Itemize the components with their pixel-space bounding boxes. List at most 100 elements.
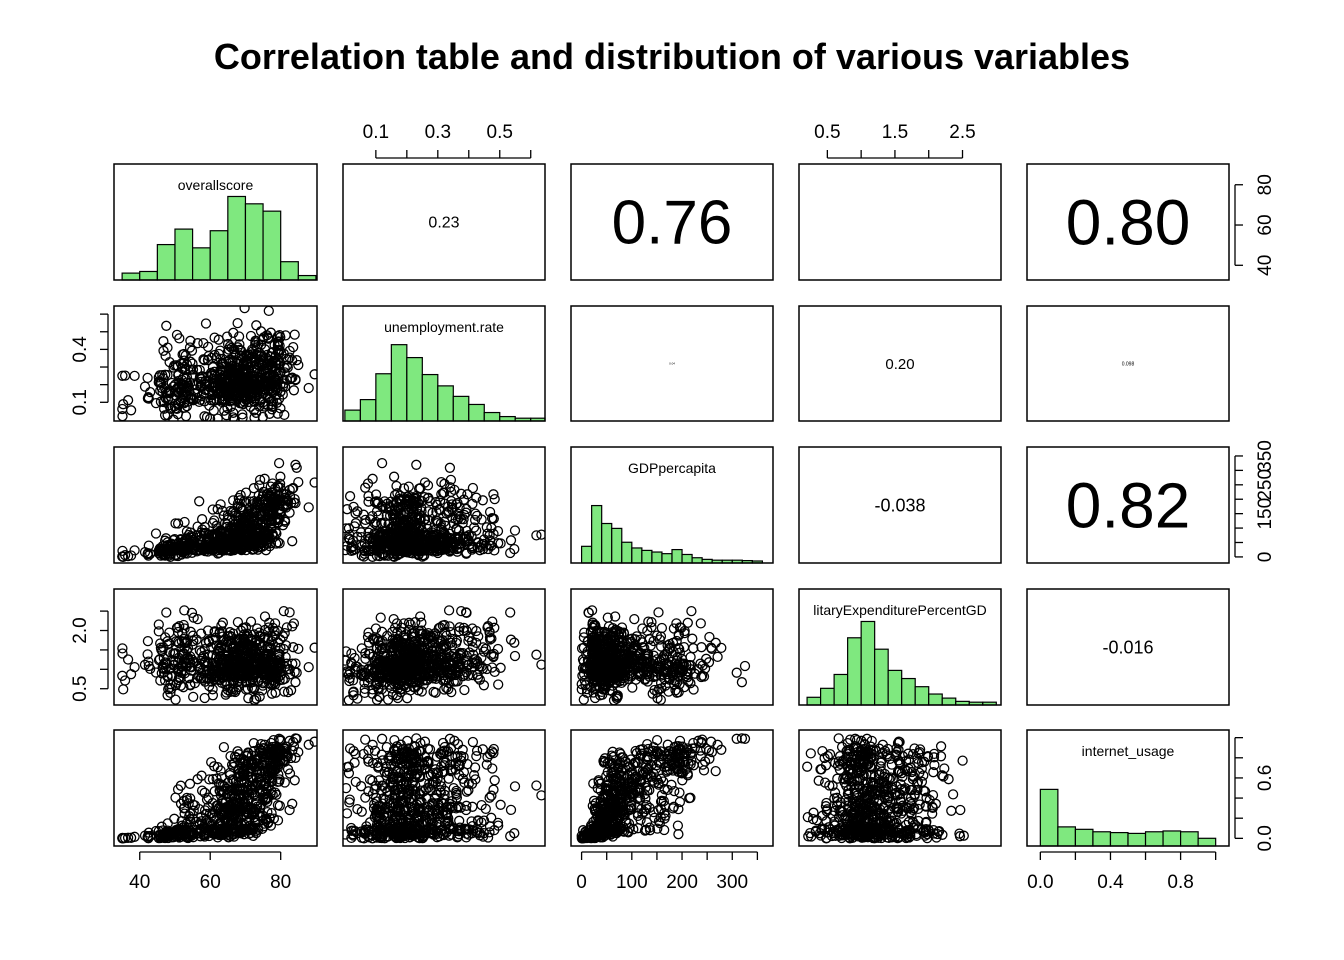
scatter-point <box>612 664 623 676</box>
scatter-point <box>274 743 285 755</box>
scatter-point <box>471 525 482 536</box>
scatter-point <box>162 639 173 650</box>
scatter-point <box>251 385 262 397</box>
panel-frame <box>342 163 546 281</box>
scatter-point <box>505 634 517 645</box>
scatter-point <box>375 612 386 623</box>
scatter-point <box>216 620 227 631</box>
scatter-point <box>237 412 248 421</box>
scatter-point <box>196 371 208 382</box>
scatter-point <box>265 643 277 654</box>
scatter-point <box>374 646 385 657</box>
scatter-point <box>185 679 196 690</box>
scatter-point <box>419 670 430 682</box>
scatter-point <box>274 648 285 660</box>
scatter-point <box>250 353 262 365</box>
scatter-point <box>350 663 361 675</box>
scatter-point <box>343 669 355 680</box>
panel-frame <box>1026 588 1230 706</box>
scatter-point <box>591 639 602 650</box>
scatter-point <box>643 648 654 660</box>
panel-frame <box>342 588 546 706</box>
scatter-point <box>239 515 251 527</box>
scatter-point <box>260 545 272 556</box>
scatter-point <box>164 543 175 555</box>
scatter-point <box>436 488 447 500</box>
scatter-point <box>402 508 413 519</box>
scatter-point <box>275 367 286 378</box>
scatter-point <box>309 369 317 380</box>
scatter-point <box>367 473 378 484</box>
scatter-point <box>356 643 367 654</box>
hist-bar <box>914 686 930 706</box>
scatter-point <box>207 657 218 669</box>
scatter-point <box>251 647 262 658</box>
scatter-point <box>289 775 300 786</box>
scatter-point <box>411 671 423 682</box>
scatter-point <box>579 627 590 638</box>
scatter-point <box>215 378 226 389</box>
scatter-point <box>401 668 413 679</box>
scatter-point <box>343 533 354 544</box>
scatter-point <box>457 518 468 529</box>
scatter-point <box>363 672 374 683</box>
scatter-point <box>212 832 223 843</box>
scatter-point <box>309 642 317 653</box>
scatter-point <box>172 387 184 399</box>
panel-frame <box>798 446 1002 564</box>
scatter-point <box>360 518 371 529</box>
scatter-point <box>178 803 190 814</box>
scatter-point <box>653 684 665 695</box>
scatter-point <box>201 794 213 805</box>
scatter-point <box>258 332 270 343</box>
scatter-point <box>389 678 400 690</box>
scatter-point <box>198 337 209 349</box>
scatter-point <box>682 672 693 683</box>
hist-bar <box>344 409 361 422</box>
panel-3-0 <box>113 588 318 706</box>
scatter-point <box>185 793 196 804</box>
scatter-point <box>245 384 256 395</box>
scatter-point <box>169 813 180 824</box>
scatter-point <box>267 776 278 787</box>
scatter-point <box>273 733 285 744</box>
scatter-point <box>289 329 300 340</box>
scatter-point <box>204 413 216 421</box>
scatter-point <box>265 820 277 831</box>
scatter-point <box>474 545 486 556</box>
scatter-point <box>371 506 383 517</box>
scatter-point <box>287 798 298 809</box>
scatter-point <box>171 329 183 341</box>
scatter-point <box>259 739 270 750</box>
scatter-point <box>196 391 207 402</box>
scatter-point <box>615 668 626 679</box>
panel-3-3: litaryExpenditurePercentGD <box>798 588 1002 706</box>
scatter-point <box>344 675 355 687</box>
scatter-point <box>160 386 172 398</box>
scatter-point <box>685 678 696 689</box>
panel-frame <box>1026 305 1230 422</box>
scatter-point <box>281 360 293 371</box>
scatter-point <box>716 642 727 654</box>
scatter-point <box>395 683 406 695</box>
scatter-point <box>245 496 256 507</box>
scatter-point <box>150 397 162 409</box>
scatter-point <box>401 529 413 540</box>
panel-1-3: 0.20 <box>798 305 1002 422</box>
scatter-point <box>258 351 269 363</box>
scatter-point <box>185 816 196 827</box>
scatter-point <box>349 521 360 532</box>
scatter-point <box>164 356 175 368</box>
hist-bar <box>121 272 141 281</box>
scatter-point <box>170 518 181 529</box>
scatter-point <box>266 672 277 683</box>
scatter-point <box>379 496 390 507</box>
scatter-point <box>415 611 426 622</box>
scatter-point <box>466 544 478 555</box>
scatter-point <box>214 394 225 406</box>
scatter-point <box>710 637 721 648</box>
scatter-point <box>588 646 599 657</box>
scatter-point <box>610 611 621 622</box>
scatter-point <box>374 668 385 680</box>
panel-frame <box>798 588 1002 706</box>
